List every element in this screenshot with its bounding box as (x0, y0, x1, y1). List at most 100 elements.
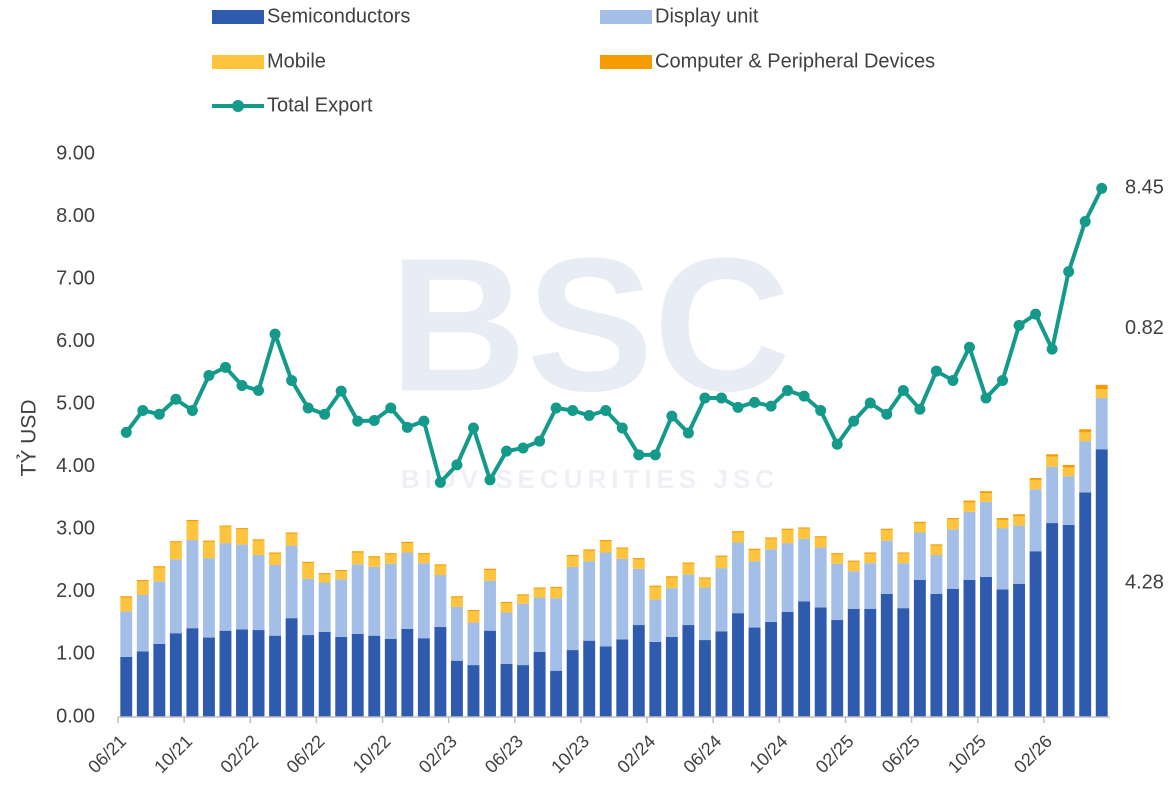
legend-swatch (600, 10, 652, 24)
line-marker (649, 449, 661, 461)
y-tick-label: 2.00 (56, 580, 95, 602)
bar-segment (748, 561, 761, 628)
bar-segment (484, 630, 496, 717)
bar-segment (351, 551, 364, 553)
bar-segment (897, 552, 910, 554)
bar-segment (236, 528, 248, 530)
bar-segment (765, 621, 778, 717)
y-tick-label: 8.00 (56, 205, 95, 227)
bar-segment (417, 554, 430, 564)
bar-segment (285, 618, 298, 717)
bar-segment (252, 554, 265, 631)
bar-segment (434, 626, 447, 717)
line-marker (765, 400, 777, 412)
bar-segment (136, 581, 149, 596)
bar-segment (384, 563, 397, 639)
bar-segment (484, 568, 496, 570)
bar-segment (665, 636, 678, 717)
x-tick-label: 10/25 (944, 731, 990, 777)
bar-segment (632, 625, 645, 717)
bar-segment (517, 665, 530, 717)
bar-segment (847, 560, 860, 562)
bar-segment (252, 630, 265, 717)
line-marker (418, 415, 430, 427)
bar-segment (682, 574, 695, 626)
bar-segment (302, 561, 315, 564)
bar-segment (748, 548, 761, 550)
bar-segment (269, 564, 282, 636)
bar-segment (335, 571, 348, 580)
bar-segment (980, 501, 992, 577)
bar-segment (715, 568, 728, 632)
bar-segment (583, 549, 596, 551)
line-marker (848, 415, 860, 427)
bar-segment (384, 553, 397, 555)
bar-segment (1013, 583, 1026, 717)
bar-segment (715, 556, 728, 569)
bar-segment (913, 521, 926, 524)
bar-segment (831, 620, 844, 717)
line-marker (1079, 216, 1091, 228)
line-marker (715, 392, 727, 404)
bar-segment (831, 563, 844, 621)
line-marker (997, 374, 1009, 386)
bar-segment (285, 532, 298, 534)
bar-segment (698, 578, 711, 588)
bar-segment (335, 636, 348, 717)
line-marker (930, 365, 942, 377)
bar-segment (550, 586, 563, 589)
bar-segment (318, 574, 331, 583)
legend-swatch (600, 55, 652, 69)
line-marker (699, 392, 711, 404)
bar-segment (186, 521, 199, 540)
bar-segment (781, 543, 794, 612)
bar-segment (169, 633, 182, 717)
bar-segment (632, 559, 645, 569)
bar-segment (698, 587, 711, 641)
bar-segment (765, 538, 778, 550)
line-marker (815, 404, 827, 416)
bar-segment (930, 544, 943, 546)
data-label: 0.82 (1125, 317, 1164, 339)
bar-segment (814, 547, 827, 608)
bar-segment (682, 563, 695, 575)
bar-segment (434, 565, 447, 575)
bar-segment (566, 566, 579, 651)
line-marker (633, 449, 645, 461)
x-tick-label: 06/22 (283, 731, 329, 777)
x-tick-label: 10/22 (349, 731, 395, 777)
line-marker (1030, 308, 1042, 320)
bar-segment (814, 537, 827, 548)
bar-segment (715, 631, 728, 717)
line-marker (467, 422, 479, 434)
bar-segment (434, 564, 447, 566)
bar-segment (980, 493, 992, 502)
bar-segment (219, 630, 232, 717)
line-marker (286, 374, 298, 386)
bar-segment (1095, 449, 1108, 717)
line-marker (368, 414, 380, 426)
bar-segment (500, 663, 513, 717)
legend-label: Display unit (655, 5, 759, 27)
line-marker (963, 341, 975, 353)
bar-segment (335, 569, 348, 572)
x-tick-label: 02/22 (216, 731, 262, 777)
bar-segment (946, 529, 959, 589)
bar-segment (302, 578, 315, 636)
bar-segment (450, 660, 463, 717)
bar-segment (880, 529, 893, 541)
bar-segment (417, 553, 430, 555)
bar-segment (996, 589, 1009, 717)
bar-segment (136, 595, 149, 652)
bar-segment (814, 536, 827, 538)
line-marker (319, 408, 331, 420)
bar-segment (202, 541, 215, 559)
bar-segment (732, 531, 744, 533)
bar-segment (715, 555, 728, 557)
bar-segment (153, 567, 166, 582)
x-tick-label: 10/23 (547, 731, 593, 777)
bar-segment (1029, 478, 1042, 480)
bar-segment (1095, 397, 1108, 450)
bar-segment (401, 628, 414, 717)
line-marker (302, 402, 314, 414)
